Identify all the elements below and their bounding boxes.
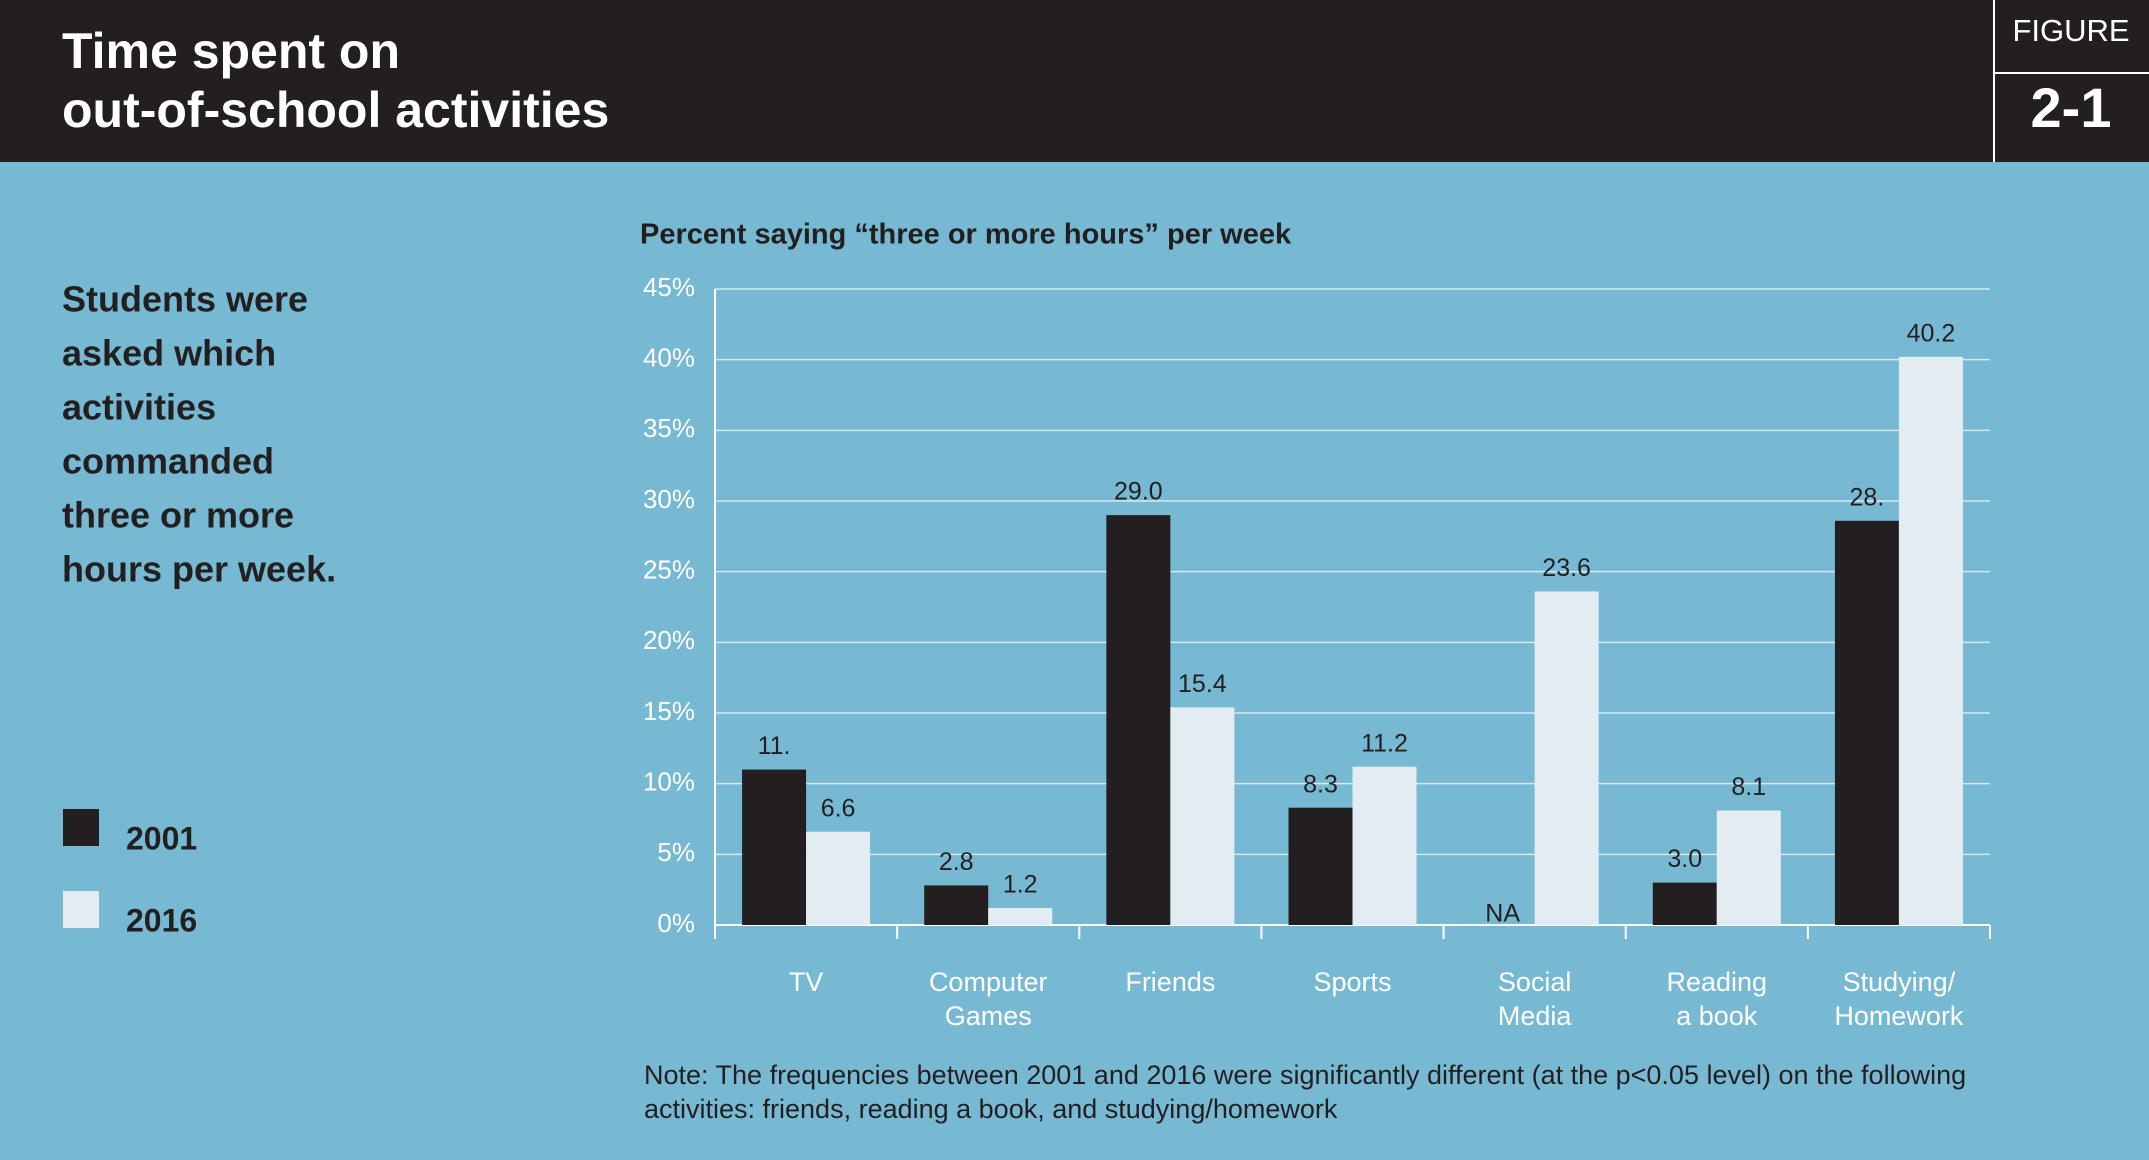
data-label: 29.0 bbox=[1114, 478, 1163, 506]
data-label: 8.3 bbox=[1303, 770, 1338, 798]
bar bbox=[806, 831, 871, 925]
data-label: 23.6 bbox=[1542, 554, 1591, 582]
x-tick-label: Sports bbox=[1313, 967, 1391, 997]
chart-title: Percent saying “three or more hours” per… bbox=[640, 219, 1292, 251]
y-tick-label: 35% bbox=[643, 413, 695, 443]
x-tick-label: Social Media bbox=[1498, 967, 1573, 1031]
x-tick-label: Reading a book bbox=[1666, 967, 1767, 1031]
bar bbox=[1898, 356, 1963, 926]
legend-label: 2001 bbox=[126, 820, 197, 856]
y-tick-label: 0% bbox=[657, 908, 695, 938]
bar bbox=[924, 885, 989, 925]
x-tick-label: Studying/Homework bbox=[1834, 967, 1964, 1031]
data-label: 1.2 bbox=[1003, 871, 1038, 899]
sidebar-text: three or more bbox=[62, 495, 294, 536]
y-tick-label: 25% bbox=[643, 555, 695, 585]
bar bbox=[1352, 766, 1417, 925]
data-label: 11. bbox=[758, 732, 791, 760]
bar bbox=[988, 908, 1053, 925]
figure-number: 2-1 bbox=[2031, 76, 2112, 139]
x-tick-label: TV bbox=[789, 967, 824, 997]
sidebar-text: commanded bbox=[62, 441, 274, 482]
bar bbox=[1834, 520, 1899, 925]
y-tick-label: 20% bbox=[643, 625, 695, 655]
note: Note: The frequencies between 2001 and 2… bbox=[644, 1060, 1967, 1124]
data-label: 8.1 bbox=[1731, 773, 1766, 801]
y-tick-label: 45% bbox=[643, 272, 695, 302]
y-tick-label: 40% bbox=[643, 343, 695, 373]
sidebar-text: activities bbox=[62, 387, 216, 428]
legend-label: 2016 bbox=[126, 902, 197, 938]
header-title: out-of-school activities bbox=[62, 82, 609, 138]
header-bar bbox=[0, 0, 2149, 162]
data-label: 40.2 bbox=[1907, 319, 1956, 347]
bar bbox=[1534, 591, 1599, 925]
data-label: 3.0 bbox=[1667, 845, 1702, 873]
bar bbox=[1106, 515, 1171, 925]
bar bbox=[1652, 882, 1717, 925]
sidebar-text: hours per week. bbox=[62, 549, 336, 590]
sidebar-text: Students were bbox=[62, 279, 308, 320]
data-label: 15.4 bbox=[1178, 670, 1227, 698]
legend-swatch bbox=[63, 891, 99, 928]
data-label: 2.8 bbox=[939, 848, 974, 876]
header-title: Time spent on bbox=[62, 23, 400, 79]
data-label: 6.6 bbox=[821, 794, 856, 822]
bar bbox=[1716, 810, 1781, 925]
bar bbox=[1288, 807, 1353, 925]
y-tick-label: 30% bbox=[643, 484, 695, 514]
data-label: 11.2 bbox=[1361, 729, 1408, 757]
y-tick-label: 10% bbox=[643, 767, 695, 797]
data-label: 28. bbox=[1850, 483, 1885, 511]
x-tick-label: Friends bbox=[1125, 967, 1215, 997]
figure-label: FIGURE bbox=[2012, 13, 2129, 48]
legend-swatch bbox=[63, 809, 99, 846]
sidebar-text: asked which bbox=[62, 333, 276, 374]
y-tick-label: 5% bbox=[657, 837, 695, 867]
bar bbox=[1170, 707, 1235, 925]
data-label: NA bbox=[1485, 900, 1520, 928]
y-tick-label: 15% bbox=[643, 696, 695, 726]
bar bbox=[742, 769, 807, 925]
x-tick-label: Computer Games bbox=[929, 967, 1048, 1031]
